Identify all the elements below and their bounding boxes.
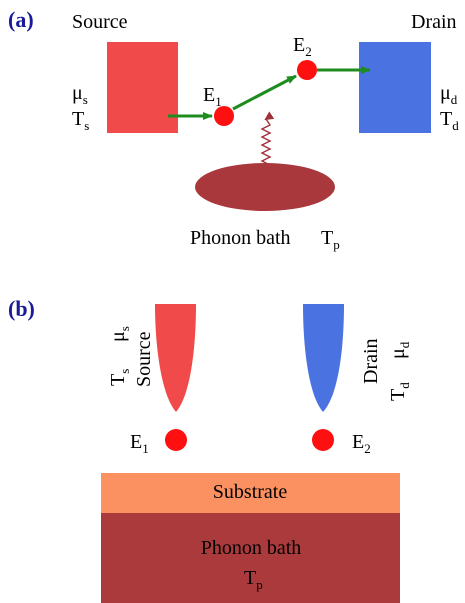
phonon-bath-temperature: Tp — [321, 227, 340, 252]
source-temperature-label: Ts — [72, 108, 89, 133]
panel-a: (a) Source μs Ts Drain μd Td E1 E2 — [8, 7, 459, 252]
substrate-layer — [101, 473, 400, 513]
phonon-bath-label: Phonon bath — [190, 227, 291, 249]
level-e2-label: E2 — [293, 34, 312, 59]
level-e2-dot — [312, 429, 334, 451]
source-mu-label: μs — [72, 82, 88, 107]
level-e1-dot — [165, 429, 187, 451]
level-e2-dot — [297, 60, 317, 80]
panel-b-label: (b) — [8, 296, 35, 321]
drain-tip-temperature: Td — [387, 382, 412, 401]
phonon-bath-ellipse — [195, 163, 335, 211]
level-e1-label: E1 — [203, 84, 222, 109]
level-e2-label: E2 — [352, 431, 371, 456]
source-tip — [155, 304, 196, 412]
source-tip-title: Source — [133, 331, 155, 387]
source-title: Source — [72, 11, 128, 33]
panel-a-label: (a) — [8, 7, 34, 32]
phonon-bath-label: Phonon bath — [201, 537, 302, 559]
source-block — [107, 42, 178, 133]
drain-temperature-label: Td — [440, 108, 459, 133]
substrate-label: Substrate — [213, 481, 288, 503]
drain-tip — [303, 304, 344, 412]
phonon-bath-temperature: Tp — [244, 567, 263, 592]
source-tip-temperature: Ts — [107, 369, 132, 386]
drain-block — [359, 42, 431, 133]
drain-tip-mu: μd — [387, 341, 412, 359]
phonon-bath-block — [101, 513, 400, 603]
arrow-e1-to-e2 — [232, 74, 297, 111]
drain-tip-title: Drain — [360, 338, 382, 384]
source-tip-mu: μs — [107, 326, 132, 342]
level-e1-label: E1 — [130, 431, 149, 456]
panel-b: (b) Source μs Ts Drain Td μd E1 E2 Subst… — [8, 296, 412, 603]
drain-mu-label: μd — [440, 82, 458, 107]
drain-title: Drain — [411, 11, 457, 33]
level-e1-dot — [214, 106, 234, 126]
